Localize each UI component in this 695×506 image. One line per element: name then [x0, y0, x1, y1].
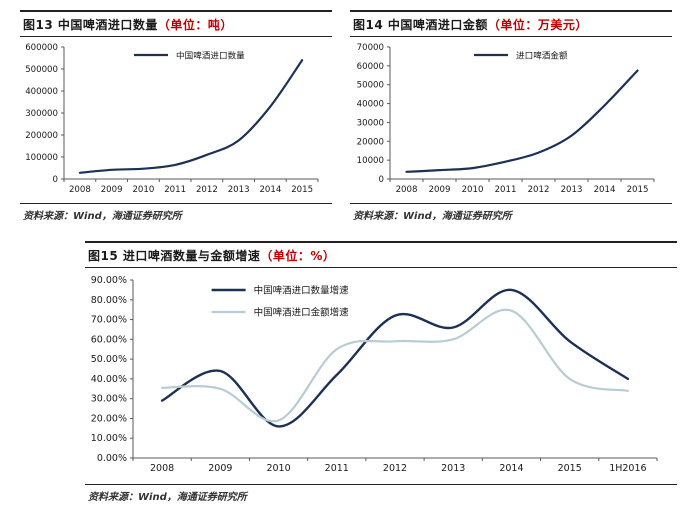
y-tick-label: 400000 — [25, 87, 58, 97]
line-chart-growth-rates: 0.00% 10.00% 20.00% 30.00% 40.00% 50.00% 60.00… — [91, 275, 658, 474]
series-line-1 — [161, 308, 629, 423]
series-line-0 — [405, 69, 639, 173]
x-tick-label: 2014 — [499, 463, 523, 474]
x-tick-label: 2014 — [594, 185, 616, 195]
y-tick-label: 30000 — [357, 118, 384, 128]
axis-labels: 0.00% 10.00% 20.00% 30.00% 40.00% 50.00% 60.00… — [91, 275, 647, 474]
x-tick-label: 2015 — [627, 185, 649, 195]
axes — [61, 46, 319, 182]
series-line-0 — [160, 288, 630, 428]
y-tick-label: 0 — [53, 175, 58, 185]
legend: 进口啤酒金额 — [474, 50, 568, 62]
x-tick-label: 2014 — [259, 185, 281, 195]
axis-labels: 0 100000 200000 300000 400000 500000 600000 200… — [25, 43, 313, 195]
x-tick-label: 2011 — [164, 185, 186, 195]
x-tick-label: 2015 — [558, 463, 582, 474]
x-tick-label: 2012 — [528, 185, 550, 195]
y-tick-label: 10.00% — [91, 433, 127, 444]
x-tick-label: 2008 — [69, 185, 91, 195]
legend-label: 中国啤酒进口数量增速 — [254, 285, 350, 297]
line-chart-import-value: 0 10000 20000 30000 40000 50000 60000 70000 2008… — [357, 43, 655, 195]
x-tick-label: 2012 — [383, 463, 407, 474]
x-tick-label: 2010 — [132, 185, 154, 195]
figure-import-value: 图14 中国啤酒进口金额（单位：万美元） 0 10000 20000 30000 400… — [350, 10, 672, 223]
x-tick-label: 2012 — [196, 185, 218, 195]
x-tick-label: 2013 — [561, 185, 583, 195]
y-tick-label: 600000 — [25, 43, 58, 53]
figure-title-main: 图14 中国啤酒进口金额 — [353, 18, 488, 32]
x-tick-label: 2013 — [441, 463, 465, 474]
x-tick-label: 2010 — [462, 185, 484, 195]
figure-import-volume: 图13 中国啤酒进口数量（单位：吨） 0 100000 200000 300000 40… — [20, 10, 332, 223]
figure-title-unit: （单位：%） — [260, 249, 336, 263]
figure-growth-rates: 图15 进口啤酒数量与金额增速（单位：%） 0.00% 10.00% 20.00% 3… — [85, 241, 677, 504]
figure-source: 资料来源：Wind，海通证券研究所 — [350, 203, 672, 223]
figure-source: 资料来源：Wind，海通证券研究所 — [85, 484, 677, 504]
y-tick-label: 300000 — [25, 109, 58, 119]
y-tick-label: 20000 — [357, 137, 384, 147]
x-tick-label: 2009 — [208, 463, 232, 474]
series-line-0 — [78, 59, 304, 174]
x-tick-label: 2011 — [325, 463, 349, 474]
y-tick-label: 50.00% — [91, 354, 127, 365]
y-tick-label: 90.00% — [91, 275, 127, 286]
figure-title-unit: （单位：吨） — [157, 18, 233, 32]
y-tick-label: 40000 — [357, 100, 384, 110]
legend-label: 中国啤酒进口数量 — [176, 50, 245, 62]
x-tick-label: 2011 — [495, 185, 517, 195]
line-chart-import-volume: 0 100000 200000 300000 400000 500000 600000 200… — [25, 43, 319, 195]
y-tick-label: 100000 — [25, 153, 58, 163]
x-tick-label: 2008 — [150, 463, 174, 474]
axes — [387, 46, 655, 182]
x-tick-label: 2013 — [228, 185, 250, 195]
legend-label: 中国啤酒进口金额增速 — [254, 307, 350, 319]
figure-title: 图15 进口啤酒数量与金额增速（单位：%） — [85, 241, 677, 268]
y-tick-label: 500000 — [25, 65, 58, 75]
y-tick-label: 70000 — [357, 43, 384, 53]
y-tick-label: 0.00% — [97, 453, 127, 464]
x-tick-label: 2009 — [429, 185, 451, 195]
axes — [130, 279, 658, 461]
y-tick-label: 60000 — [357, 62, 384, 72]
x-tick-label: 1H2016 — [609, 463, 646, 474]
figure-title: 图13 中国啤酒进口数量（单位：吨） — [20, 10, 332, 37]
x-tick-label: 2015 — [291, 185, 313, 195]
figure-title: 图14 中国啤酒进口金额（单位：万美元） — [350, 10, 672, 37]
y-tick-label: 60.00% — [91, 334, 127, 345]
y-tick-label: 0 — [379, 175, 384, 185]
figure-title-main: 图13 中国啤酒进口数量 — [23, 18, 158, 32]
figure-title-unit: （单位：万美元） — [487, 18, 588, 32]
y-tick-label: 70.00% — [91, 315, 127, 326]
y-tick-label: 30.00% — [91, 394, 127, 405]
y-tick-label: 10000 — [357, 156, 384, 166]
y-tick-label: 20.00% — [91, 413, 127, 424]
y-tick-label: 40.00% — [91, 374, 127, 385]
legend-label: 进口啤酒金额 — [516, 50, 568, 62]
x-tick-label: 2008 — [396, 185, 418, 195]
y-tick-label: 50000 — [357, 81, 384, 91]
y-tick-label: 200000 — [25, 131, 58, 141]
legend: 中国啤酒进口数量 — [134, 50, 245, 62]
x-tick-label: 2010 — [266, 463, 290, 474]
y-tick-label: 80.00% — [91, 295, 127, 306]
figure-source: 资料来源：Wind，海通证券研究所 — [20, 203, 332, 223]
figure-title-main: 图15 进口啤酒数量与金额增速 — [88, 249, 261, 263]
axis-labels: 0 10000 20000 30000 40000 50000 60000 70000 2008… — [357, 43, 649, 195]
x-tick-label: 2009 — [101, 185, 123, 195]
